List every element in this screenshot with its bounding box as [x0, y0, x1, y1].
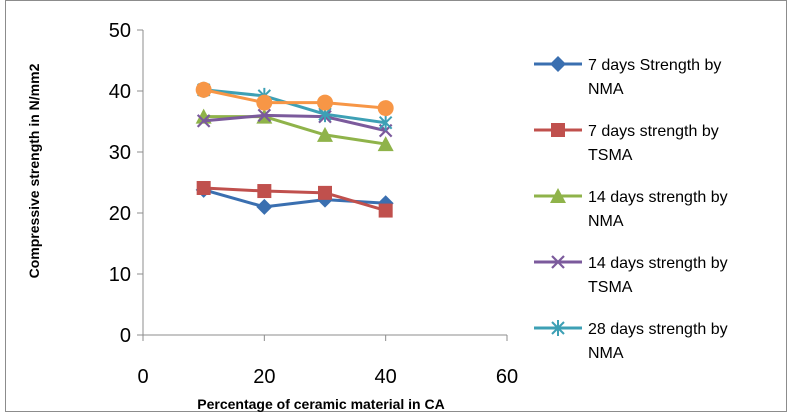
legend-label: NMA: [588, 81, 624, 98]
legend-item-5: 28 days strength by NMA: [534, 320, 728, 362]
legend-label: NMA: [588, 213, 624, 230]
legend-label: NMA: [588, 345, 624, 362]
data-point: [378, 203, 393, 218]
y-tick-label: 0: [120, 325, 131, 347]
legend-item-2: 7 days strength by TSMA: [534, 123, 719, 164]
data-point: [257, 184, 272, 199]
legend-marker: [551, 320, 565, 336]
legend-label: 7 days strength by: [588, 123, 719, 140]
data-point: [377, 100, 394, 117]
legend: 7 days Strength by NMA 7 days strength by T…: [534, 56, 728, 362]
data-point: [377, 136, 394, 152]
data-point: [196, 180, 211, 195]
data-point: [257, 108, 272, 123]
legend-label: 14 days strength by: [588, 189, 728, 206]
legend-label: 14 days strength by: [588, 255, 728, 272]
data-point: [317, 126, 333, 142]
data-point: [256, 94, 273, 111]
x-tick-label: 60: [496, 366, 518, 388]
x-tick-label: 20: [253, 366, 275, 388]
y-tick-label: 20: [109, 203, 131, 225]
marker-stroke: [257, 108, 272, 123]
chart-frame: 0 10 20 30 40 50 0 20 40 60 7 days Strength by NMA…: [5, 0, 787, 412]
series-4: [196, 108, 393, 138]
data-point: [318, 185, 332, 200]
legend-marker: [550, 188, 566, 203]
series-1: [195, 181, 394, 215]
series-line: [203, 88, 386, 125]
data-point: [195, 81, 212, 98]
legend-marker: [550, 56, 566, 72]
legend-marker: [551, 255, 565, 269]
data-point: [256, 198, 273, 215]
line-chart: 0 10 20 30 40 50 0 20 40 60 7 days Strength by NMA…: [26, 20, 728, 412]
y-tick-label: 40: [109, 81, 131, 103]
legend-label: TSMA: [588, 147, 633, 164]
series-line: [203, 186, 387, 213]
legend-item-1: 7 days Strength by NMA: [534, 56, 721, 98]
y-axis-title: Compressive strength in N/mm2: [26, 63, 42, 278]
legend-label: 7 days Strength by: [588, 57, 721, 74]
data-point: [196, 114, 211, 128]
legend-label: TSMA: [588, 279, 633, 296]
data-point: [378, 114, 393, 131]
series-line: [203, 88, 386, 110]
x-axis-title: Percentage of ceramic material in CA: [197, 396, 444, 412]
x-tick-label: 40: [375, 366, 397, 388]
data-point: [317, 94, 333, 111]
axes: 0 10 20 30 40 50 0 20 40 60: [109, 20, 518, 388]
y-tick-label: 30: [109, 142, 131, 164]
legend-marker: [551, 123, 565, 137]
legend-item-3: 14 days strength by NMA: [534, 188, 728, 230]
series-line: [203, 115, 386, 146]
series-2: [196, 180, 393, 218]
series-line: [203, 113, 387, 133]
x-tick-label: 0: [137, 366, 148, 388]
legend-label: 28 days strength by: [588, 321, 728, 338]
series-6: [195, 81, 394, 117]
marker-stroke: [196, 114, 211, 128]
marker-stroke: [551, 255, 565, 269]
y-tick-label: 50: [109, 20, 131, 42]
y-tick-label: 10: [109, 264, 131, 286]
plot-area: [195, 81, 394, 218]
legend-item-4: 14 days strength by TSMA: [534, 255, 728, 296]
